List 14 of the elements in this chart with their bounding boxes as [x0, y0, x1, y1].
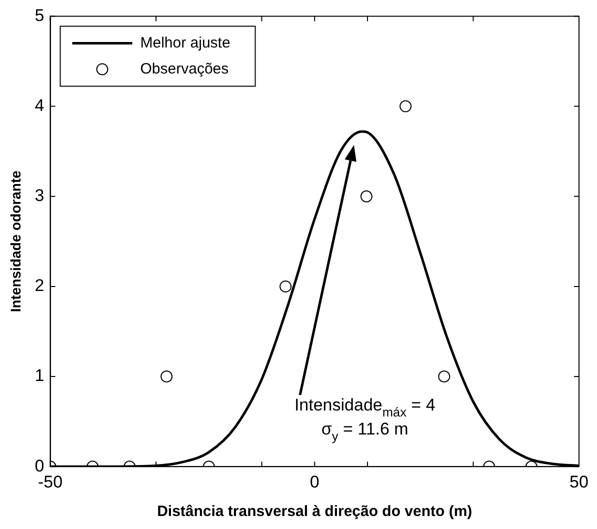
y-axis-title: Intensidade odorante — [7, 170, 24, 312]
point — [400, 100, 412, 112]
y-tick-label: 5 — [34, 6, 44, 25]
y-tick-label: 2 — [34, 276, 44, 296]
legend-label: Observações — [140, 60, 229, 78]
point — [280, 280, 292, 292]
x-tick-label: 0 — [310, 472, 320, 492]
x-tick-label: 50 — [570, 472, 588, 492]
y-tick-label: 3 — [34, 186, 44, 206]
legend-label: Melhor ajuste — [140, 34, 230, 52]
y-tick-label: 1 — [34, 366, 44, 386]
y-tick-label: 4 — [34, 96, 44, 115]
point — [360, 190, 372, 202]
x-axis-title: Distância transversal à direção do vento (m) — [157, 503, 472, 520]
